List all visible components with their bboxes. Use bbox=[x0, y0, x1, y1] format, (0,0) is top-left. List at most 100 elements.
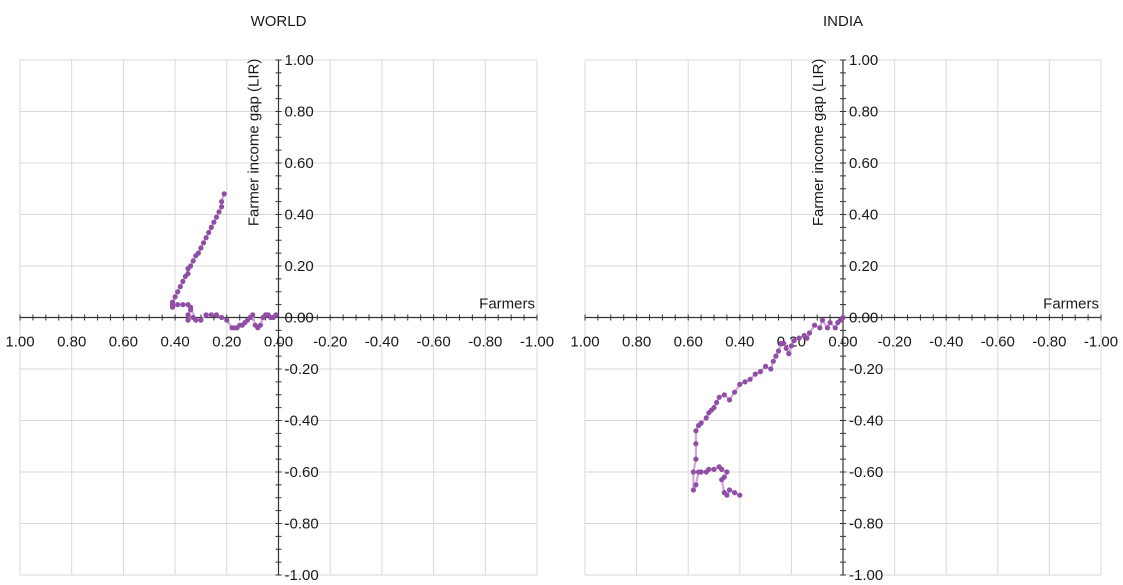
data-point bbox=[783, 345, 789, 351]
data-point bbox=[185, 317, 191, 323]
data-point bbox=[213, 312, 220, 318]
x-tick-label: 0.60 bbox=[109, 334, 138, 351]
data-point bbox=[177, 284, 183, 290]
data-point bbox=[781, 340, 787, 346]
data-point bbox=[716, 394, 722, 400]
data-point bbox=[832, 325, 838, 331]
data-point bbox=[732, 389, 738, 395]
y-tick-label: -0.20 bbox=[285, 361, 319, 378]
data-point bbox=[198, 317, 204, 323]
x-tick-label: -0.60 bbox=[981, 334, 1015, 351]
y-tick-label: 0.80 bbox=[285, 104, 314, 121]
x-tick-label: 0.60 bbox=[674, 334, 703, 351]
data-point bbox=[768, 366, 774, 372]
data-point bbox=[716, 464, 722, 470]
data-point bbox=[216, 209, 222, 215]
data-point bbox=[711, 466, 717, 472]
data-point bbox=[193, 317, 199, 323]
data-point bbox=[819, 317, 826, 323]
x-tick-label: -0.80 bbox=[468, 334, 502, 351]
data-point bbox=[693, 441, 699, 447]
y-tick-label: 0.40 bbox=[849, 207, 878, 224]
data-point bbox=[773, 353, 779, 359]
data-point bbox=[693, 482, 699, 488]
data-point bbox=[257, 322, 263, 328]
x-tick-label: 0.20 bbox=[212, 334, 241, 351]
data-point bbox=[198, 245, 204, 251]
data-point bbox=[817, 325, 823, 331]
data-point bbox=[711, 405, 717, 411]
y-axis-label: Farmer income gap (LIR) bbox=[246, 59, 263, 227]
data-point bbox=[695, 469, 702, 475]
y-tick-label: -0.40 bbox=[849, 413, 883, 430]
data-point bbox=[219, 314, 225, 321]
x-tick-label: 1.00 bbox=[570, 334, 599, 351]
data-point bbox=[208, 312, 214, 318]
data-point bbox=[185, 266, 191, 272]
y-tick-label: -0.80 bbox=[849, 516, 883, 533]
x-tick-label: 0.00 bbox=[264, 334, 293, 351]
data-point bbox=[742, 379, 748, 385]
x-tick-label: -1.00 bbox=[1084, 334, 1118, 351]
y-tick-label: -0.40 bbox=[285, 413, 319, 430]
y-tick-label: 0.20 bbox=[285, 258, 314, 275]
chart-title: INDIA bbox=[823, 13, 863, 30]
data-point bbox=[721, 490, 727, 496]
x-tick-label: 0.40 bbox=[725, 334, 754, 351]
y-axis-label: Farmer income gap (LIR) bbox=[810, 59, 827, 227]
data-point bbox=[169, 304, 176, 310]
y-tick-label: 0.00 bbox=[849, 310, 878, 327]
data-point bbox=[190, 258, 196, 264]
y-tick-label: -1.00 bbox=[849, 567, 883, 584]
x-tick-label: -0.20 bbox=[877, 334, 911, 351]
x-tick-label: -0.40 bbox=[929, 334, 963, 351]
y-tick-label: 0.00 bbox=[285, 310, 314, 327]
data-point bbox=[693, 456, 699, 462]
data-point bbox=[786, 351, 792, 357]
chart-title: WORLD bbox=[251, 13, 307, 30]
data-point bbox=[221, 191, 227, 197]
data-point bbox=[791, 338, 797, 344]
data-point bbox=[737, 492, 743, 498]
x-tick-label: 0.80 bbox=[622, 334, 651, 351]
data-point bbox=[788, 343, 795, 349]
data-point bbox=[726, 487, 733, 493]
data-point bbox=[812, 322, 818, 328]
data-point bbox=[796, 335, 802, 341]
data-point bbox=[757, 369, 764, 375]
x-tick-label: 1.00 bbox=[5, 334, 34, 351]
y-tick-label: -0.60 bbox=[849, 464, 883, 481]
y-tick-label: -0.20 bbox=[849, 361, 883, 378]
data-point bbox=[203, 312, 209, 318]
chart-panel-0: 1.00 0.80 0.60 0.40 0.20 0.00 -0.20 -0.40 -0.60-… bbox=[5, 13, 554, 584]
data-point bbox=[180, 302, 186, 308]
data-point bbox=[203, 235, 209, 241]
y-tick-label: 0.60 bbox=[849, 155, 878, 172]
data-point bbox=[250, 312, 256, 318]
data-point bbox=[175, 289, 181, 295]
data-point bbox=[703, 415, 709, 421]
y-tick-label: 1.00 bbox=[285, 52, 314, 69]
data-point bbox=[693, 428, 699, 434]
data-point bbox=[714, 399, 720, 406]
data-point bbox=[172, 294, 178, 300]
y-tick-label: 0.40 bbox=[285, 207, 314, 224]
data-point bbox=[726, 397, 733, 403]
x-axis-label: Farmers bbox=[1043, 296, 1099, 313]
data-point bbox=[775, 348, 782, 354]
data-point bbox=[806, 330, 813, 336]
data-point bbox=[185, 312, 191, 318]
data-point bbox=[827, 320, 833, 326]
chart-panel-1: 1.00 0.80 0.60 0.40 0.20 0.00 -0.20 -0.40 -0.60-… bbox=[570, 13, 1118, 584]
data-point bbox=[721, 474, 727, 480]
y-tick-label: 0.60 bbox=[285, 155, 314, 172]
data-point bbox=[219, 204, 225, 210]
data-point bbox=[690, 469, 697, 475]
data-point bbox=[752, 371, 758, 377]
data-point bbox=[737, 381, 743, 387]
data-point bbox=[224, 317, 230, 323]
data-point bbox=[208, 224, 214, 230]
data-point bbox=[193, 253, 199, 259]
